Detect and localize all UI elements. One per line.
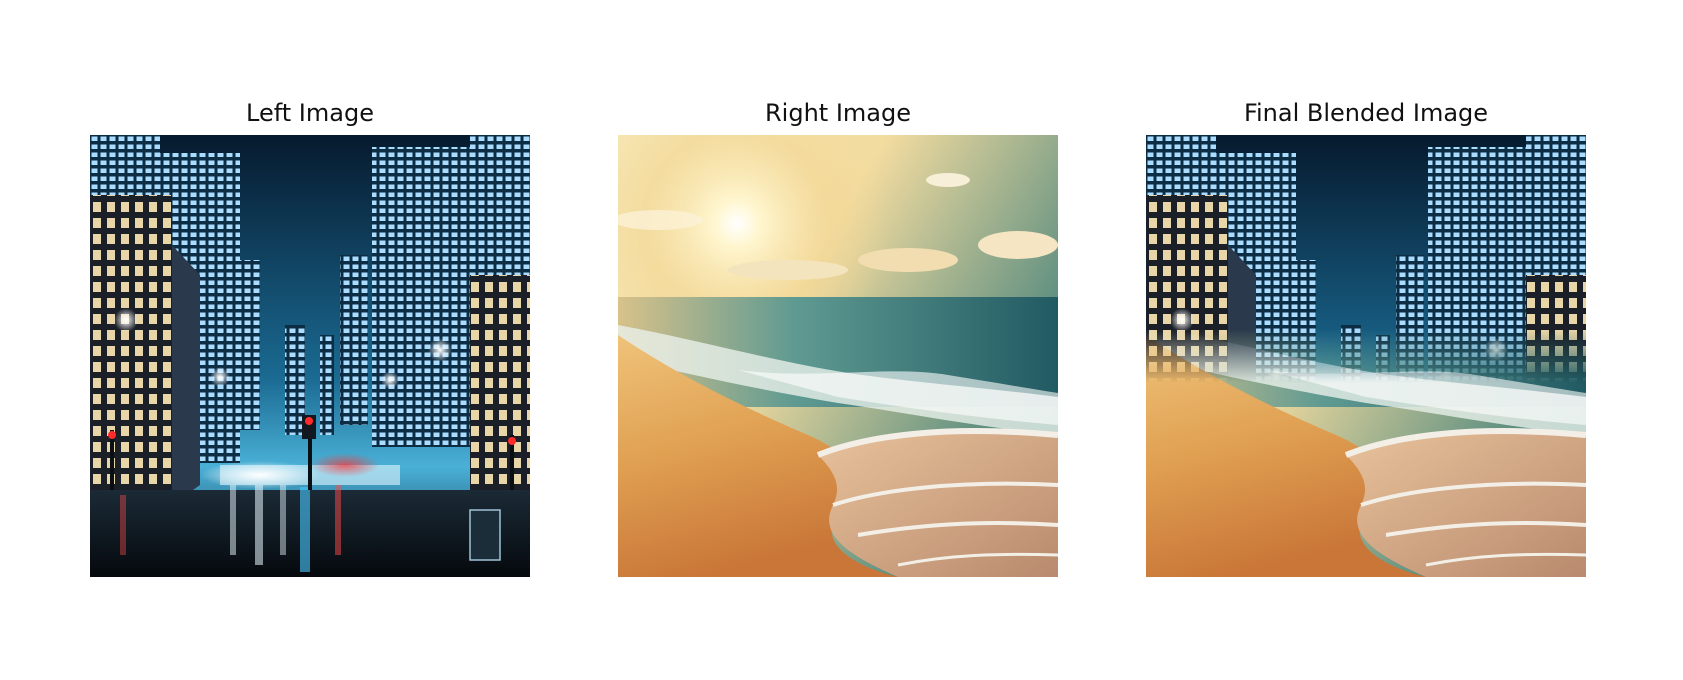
blended-image-title: Final Blended Image (1243, 99, 1489, 127)
left-image-title: Left Image (246, 99, 374, 127)
right-image-beach (618, 135, 1058, 577)
blended-image-city-beach (1146, 135, 1586, 577)
left-image-night-city (90, 135, 530, 577)
right-image-title: Right Image (765, 99, 911, 127)
